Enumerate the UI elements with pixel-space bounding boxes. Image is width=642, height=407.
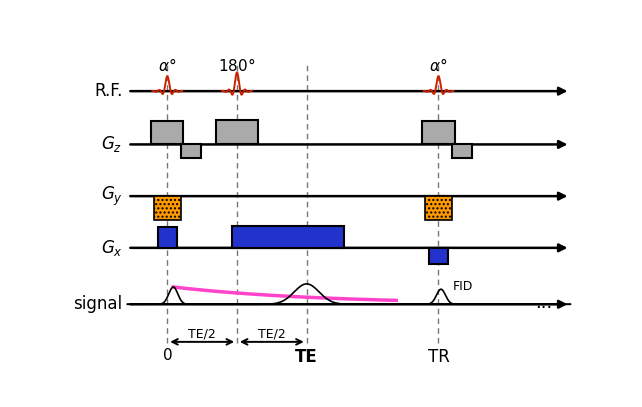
Text: 0: 0 <box>162 348 172 363</box>
Text: signal: signal <box>73 295 123 313</box>
Bar <box>422 121 455 144</box>
Text: TR: TR <box>428 348 449 366</box>
Bar <box>452 144 472 158</box>
Bar <box>153 196 181 220</box>
Text: ...: ... <box>535 294 553 312</box>
Text: $\alpha°$: $\alpha°$ <box>429 57 447 74</box>
Bar <box>158 228 177 248</box>
Bar <box>181 144 201 158</box>
Text: $G_x$: $G_x$ <box>101 238 123 258</box>
Bar <box>425 196 452 220</box>
Bar <box>151 121 184 144</box>
Text: FID: FID <box>453 280 473 293</box>
Text: $G_z$: $G_z$ <box>101 134 123 154</box>
Text: $180°$: $180°$ <box>218 57 256 74</box>
Text: $G_y$: $G_y$ <box>101 184 123 208</box>
Bar <box>232 226 344 248</box>
Text: $\alpha°$: $\alpha°$ <box>158 57 177 74</box>
Bar <box>429 248 448 264</box>
Text: TE: TE <box>295 348 318 366</box>
Text: TE/2: TE/2 <box>258 327 286 340</box>
Bar <box>216 120 258 144</box>
Text: TE/2: TE/2 <box>188 327 216 340</box>
Text: R.F.: R.F. <box>94 82 123 100</box>
